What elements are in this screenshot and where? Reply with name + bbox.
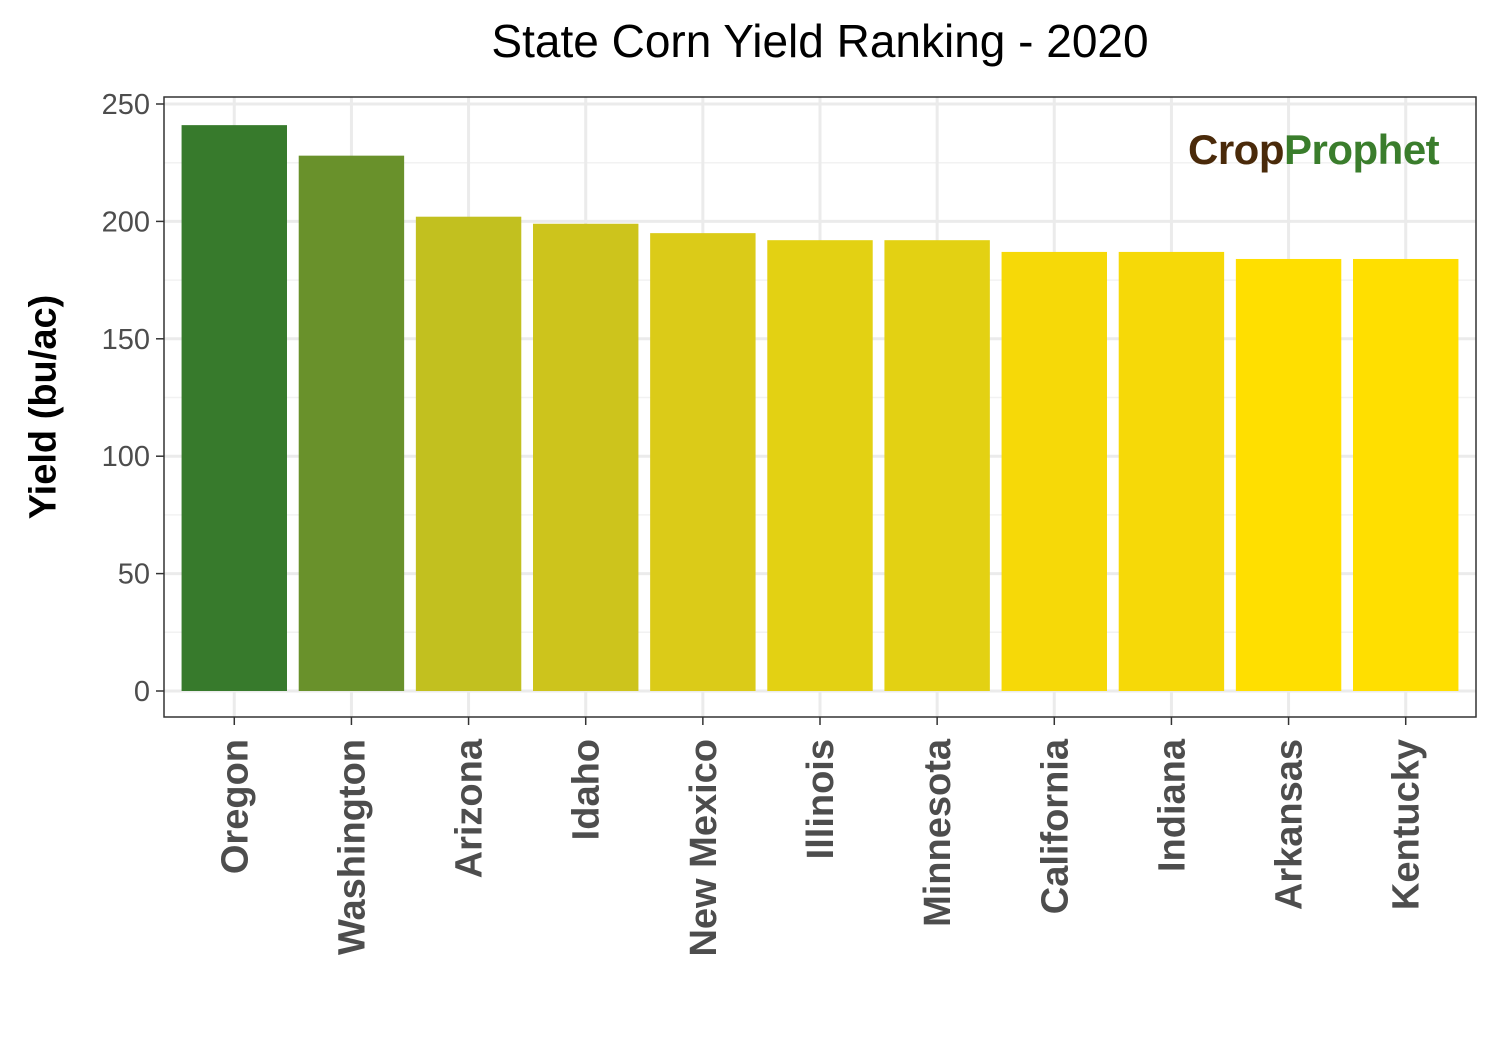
bar-washington (298, 155, 405, 691)
bar-new-mexico (650, 233, 756, 691)
x-tick-label: Arkansas (1269, 739, 1311, 910)
bar-california (1001, 251, 1107, 691)
bar-oregon (181, 125, 287, 691)
x-tick-label: Oregon (214, 739, 256, 874)
x-tick-label: Washington (331, 739, 373, 955)
bar-indiana (1118, 251, 1225, 691)
logo-prophet: Prophet (1284, 126, 1440, 173)
bar-kentucky (1353, 258, 1459, 691)
x-tick-label: Indiana (1151, 738, 1193, 872)
y-tick-label: 250 (102, 89, 150, 121)
x-tick-label: California (1034, 738, 1076, 914)
x-tick-label: Idaho (566, 739, 608, 840)
y-tick-label: 0 (134, 676, 150, 708)
x-tick-label: Illinois (800, 739, 842, 859)
logo-crop: Crop (1188, 126, 1285, 173)
x-tick-label: Kentucky (1386, 739, 1428, 910)
bar-arizona (415, 216, 522, 692)
y-tick-label: 200 (102, 206, 150, 238)
bar-arkansas (1235, 258, 1342, 691)
y-tick-label: 50 (118, 559, 150, 591)
y-tick-label: 100 (102, 441, 150, 473)
chart-title: State Corn Yield Ranking - 2020 (491, 15, 1149, 67)
cropprophet-logo: CropProphet (1188, 126, 1440, 174)
bar-minnesota (884, 240, 990, 691)
bar-illinois (767, 240, 873, 691)
x-tick-label: New Mexico (683, 739, 725, 957)
x-tick-label: Minnesota (917, 738, 959, 927)
bar-idaho (533, 223, 639, 692)
x-tick-label: Arizona (449, 738, 491, 878)
y-tick-label: 150 (102, 324, 150, 356)
